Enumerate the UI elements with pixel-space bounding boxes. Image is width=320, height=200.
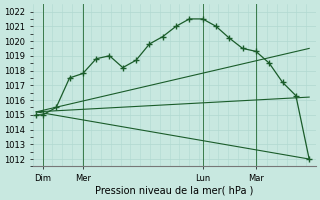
X-axis label: Pression niveau de la mer( hPa ): Pression niveau de la mer( hPa ): [95, 186, 253, 196]
